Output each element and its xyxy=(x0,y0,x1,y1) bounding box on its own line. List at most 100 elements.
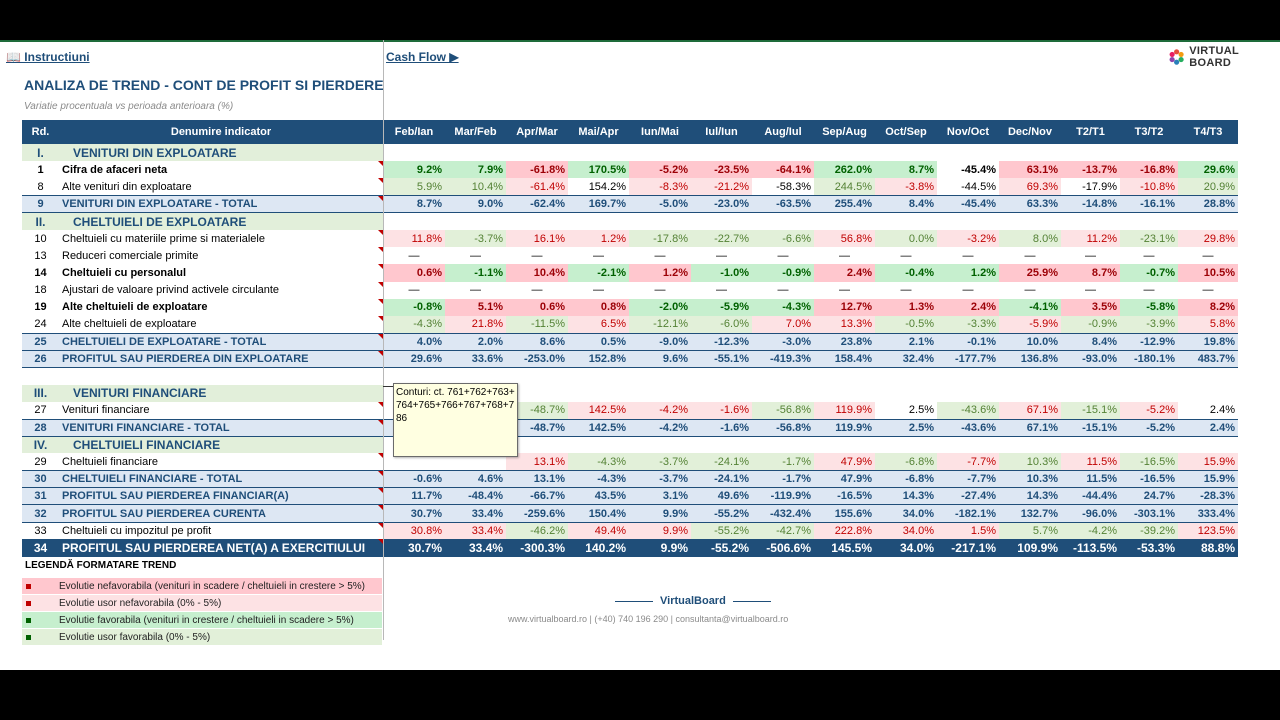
indicator-name-cell[interactable]: PROFITUL SAU PIERDEREA CURENTA xyxy=(59,504,383,523)
value-cell[interactable]: 2.1% xyxy=(875,332,937,351)
row-number-cell[interactable]: 24 xyxy=(34,318,47,331)
value-cell[interactable]: -217.1% xyxy=(937,539,999,557)
value-cell[interactable]: 9.9% xyxy=(629,539,691,557)
col-header-period[interactable]: Apr/Mar xyxy=(506,120,568,144)
value-cell[interactable]: 56.8% xyxy=(814,229,875,248)
value-cell[interactable]: 34.0% xyxy=(875,539,937,557)
value-cell[interactable]: 15.9% xyxy=(1178,470,1238,489)
value-cell[interactable]: — xyxy=(900,284,912,297)
value-cell[interactable]: 10.4% xyxy=(445,178,506,196)
col-header-period[interactable]: Nov/Oct xyxy=(937,120,999,144)
value-cell[interactable]: -15.1% xyxy=(1061,401,1120,419)
value-cell[interactable]: 25.9% xyxy=(999,264,1061,282)
value-cell[interactable]: 1.5% xyxy=(937,522,999,540)
value-cell[interactable]: 2.4% xyxy=(1209,404,1235,417)
value-cell[interactable]: -182.1% xyxy=(937,504,999,523)
row-number-cell[interactable]: 34 xyxy=(22,539,59,557)
value-cell[interactable]: 13.3% xyxy=(814,315,875,334)
value-cell[interactable]: -55.1% xyxy=(691,349,752,368)
value-cell[interactable]: -55.2% xyxy=(691,504,752,523)
value-cell[interactable]: -7.7% xyxy=(937,470,999,489)
row-number-cell[interactable]: 25 xyxy=(22,332,59,351)
value-cell[interactable]: 9.6% xyxy=(629,349,691,368)
value-cell[interactable]: 132.7% xyxy=(999,504,1061,523)
col-header-period[interactable]: Sep/Aug xyxy=(814,120,875,144)
value-cell[interactable]: 15.9% xyxy=(1178,453,1238,471)
value-cell[interactable]: 169.7% xyxy=(568,195,629,214)
row-number-cell[interactable]: 30 xyxy=(22,470,59,489)
indicator-name-cell[interactable]: Alte venituri din exploatare xyxy=(59,178,383,195)
value-cell[interactable]: -1.7% xyxy=(752,453,814,471)
value-cell[interactable]: -0.6% xyxy=(383,470,445,489)
value-cell[interactable]: 33.4% xyxy=(445,522,506,540)
value-cell[interactable]: 32.4% xyxy=(875,349,937,368)
col-header-period[interactable]: Iun/Mai xyxy=(629,120,691,144)
value-cell[interactable]: -45.4% xyxy=(961,163,996,176)
value-cell[interactable]: 222.8% xyxy=(814,522,875,540)
value-cell[interactable]: -6.6% xyxy=(752,229,814,248)
row-number-cell[interactable]: 19 xyxy=(34,301,47,314)
value-cell[interactable]: 8.7% xyxy=(875,161,937,179)
value-cell[interactable]: 8.2% xyxy=(1178,298,1238,316)
value-cell[interactable]: -432.4% xyxy=(752,504,814,523)
value-cell[interactable]: -17.8% xyxy=(629,229,691,248)
value-cell[interactable]: -23.0% xyxy=(691,195,752,214)
value-cell[interactable]: 9.2% xyxy=(383,161,445,179)
value-cell[interactable]: -44.5% xyxy=(961,180,996,193)
value-cell[interactable]: 9.9% xyxy=(629,522,691,540)
value-cell[interactable]: -58.3% xyxy=(776,180,811,193)
value-cell[interactable]: 67.1% xyxy=(999,418,1061,437)
value-cell[interactable]: — xyxy=(593,284,604,297)
value-cell[interactable]: -42.7% xyxy=(752,522,814,540)
value-cell[interactable]: — xyxy=(531,249,543,262)
value-cell[interactable]: -10.8% xyxy=(1120,178,1178,196)
value-cell[interactable]: -1.1% xyxy=(445,264,506,282)
value-cell[interactable]: — xyxy=(716,249,727,262)
value-cell[interactable]: — xyxy=(839,284,850,297)
value-cell[interactable]: 12.7% xyxy=(814,298,875,316)
value-cell[interactable]: -0.5% xyxy=(875,315,937,334)
value-cell[interactable]: 4.6% xyxy=(445,470,506,489)
value-cell[interactable]: 7.0% xyxy=(752,315,814,334)
row-number-cell[interactable]: 13 xyxy=(34,249,47,262)
row-number-cell[interactable]: 26 xyxy=(22,349,59,368)
value-cell[interactable]: 170.5% xyxy=(568,161,629,179)
value-cell[interactable]: -1.6% xyxy=(691,401,752,419)
row-number-cell[interactable]: 33 xyxy=(34,524,47,537)
value-cell[interactable]: -11.5% xyxy=(506,315,568,334)
indicator-name-cell[interactable]: Venituri financiare xyxy=(59,401,383,419)
row-number-cell[interactable]: II. xyxy=(22,212,59,230)
value-cell[interactable]: -48.7% xyxy=(506,418,568,437)
value-cell[interactable]: 14.3% xyxy=(999,487,1061,506)
indicator-name-cell[interactable]: Alte cheltuieli de exploatare xyxy=(59,315,383,333)
value-cell[interactable]: 47.9% xyxy=(814,453,875,471)
value-cell[interactable]: 0.5% xyxy=(568,332,629,351)
value-cell[interactable]: 2.4% xyxy=(1178,418,1238,437)
value-cell[interactable]: -5.2% xyxy=(629,161,691,179)
value-cell[interactable]: — xyxy=(1202,284,1214,297)
value-cell[interactable]: 2.0% xyxy=(445,332,506,351)
value-cell[interactable]: 3.1% xyxy=(629,487,691,506)
row-number-cell[interactable]: 31 xyxy=(22,487,59,506)
value-cell[interactable]: 29.8% xyxy=(1178,229,1238,248)
value-cell[interactable]: — xyxy=(531,284,543,297)
value-cell[interactable]: -96.0% xyxy=(1061,504,1120,523)
col-header-period[interactable]: Oct/Sep xyxy=(875,120,937,144)
value-cell[interactable]: 2.5% xyxy=(875,418,937,437)
value-cell[interactable]: 14.3% xyxy=(875,487,937,506)
value-cell[interactable]: 3.5% xyxy=(1061,298,1120,316)
cash-flow-link[interactable]: Cash Flow ▶ xyxy=(386,50,459,64)
indicator-name-cell[interactable]: CHELTUIELI DE EXPLOATARE xyxy=(59,212,383,230)
value-cell[interactable]: 11.5% xyxy=(1061,470,1120,489)
value-cell[interactable]: -27.4% xyxy=(937,487,999,506)
value-cell[interactable]: -3.0% xyxy=(752,332,814,351)
value-cell[interactable]: 10.4% xyxy=(506,264,568,282)
value-cell[interactable]: -12.1% xyxy=(629,315,691,334)
value-cell[interactable]: 16.1% xyxy=(506,229,568,248)
value-cell[interactable]: 142.5% xyxy=(568,418,629,437)
value-cell[interactable]: 8.6% xyxy=(506,332,568,351)
value-cell[interactable]: -12.9% xyxy=(1120,332,1178,351)
value-cell[interactable]: -56.8% xyxy=(752,418,814,437)
value-cell[interactable]: -253.0% xyxy=(506,349,568,368)
value-cell[interactable]: -16.8% xyxy=(1120,161,1178,179)
